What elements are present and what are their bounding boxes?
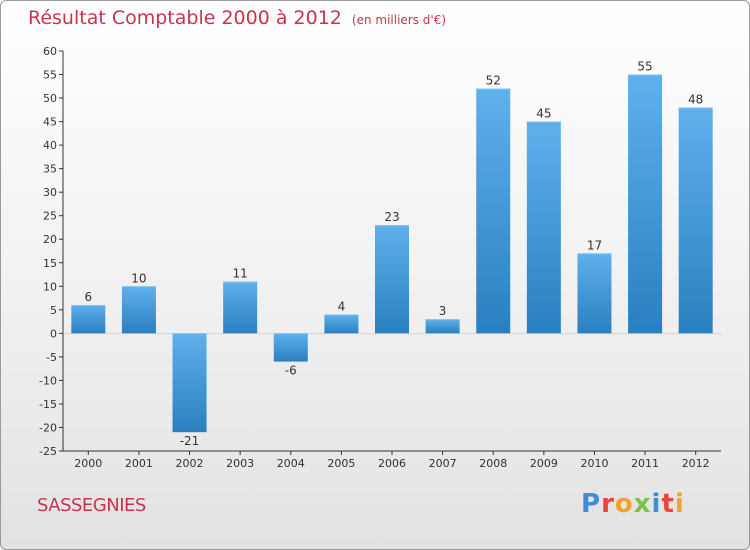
chart-title: Résultat Comptable 2000 à 2012 (en millie… [28, 7, 446, 29]
x-tick-label: 2008 [479, 457, 507, 470]
x-tick-label: 2009 [530, 457, 558, 470]
y-tick-label: 10 [43, 280, 57, 293]
y-tick-label: -10 [39, 374, 57, 387]
data-label-2001: 10 [131, 271, 146, 285]
y-tick-label: 55 [43, 69, 57, 82]
bar-2002 [172, 333, 207, 433]
y-tick-label: -5 [46, 351, 57, 364]
bar-2005 [324, 314, 359, 334]
logo-letter: r [601, 489, 615, 519]
data-label-2006: 23 [384, 210, 399, 224]
y-tick-label: 25 [43, 210, 57, 223]
x-tick-label: 2010 [580, 457, 608, 470]
y-tick-label: 20 [43, 233, 57, 246]
y-tick-label: 45 [43, 116, 57, 129]
bar-2004 [273, 333, 308, 362]
data-label-2004: -6 [285, 364, 297, 378]
y-tick-label: -15 [39, 398, 57, 411]
x-tick-label: 2004 [277, 457, 305, 470]
y-tick-label: -20 [39, 421, 57, 434]
y-tick-label: 35 [43, 163, 57, 176]
y-tick-label: 0 [50, 327, 57, 340]
bar-2000 [71, 305, 106, 334]
y-tick-label: -25 [39, 445, 57, 458]
data-label-2009: 45 [536, 107, 551, 121]
data-label-2011: 55 [637, 60, 652, 74]
bar-2010 [577, 253, 612, 334]
bar-2003 [223, 281, 258, 334]
x-tick-label: 2000 [74, 457, 102, 470]
bar-2008 [476, 88, 511, 334]
unit-label: (en milliers d'€) [351, 13, 447, 27]
data-label-2012: 48 [688, 92, 703, 106]
y-tick-label: 30 [43, 186, 57, 199]
x-tick-label: 2012 [682, 457, 710, 470]
x-tick-label: 2011 [631, 457, 659, 470]
x-tick-label: 2005 [327, 457, 355, 470]
y-tick-label: 15 [43, 257, 57, 270]
bar-2011 [628, 74, 663, 334]
x-tick-label: 2007 [429, 457, 457, 470]
y-tick-label: 50 [43, 92, 57, 105]
bar-2009 [526, 121, 561, 334]
y-tick-label: 5 [50, 304, 57, 317]
logo-letter: x [633, 489, 652, 519]
bar-2007 [425, 319, 460, 334]
logo-letter: t [661, 489, 675, 519]
data-label-2007: 3 [439, 304, 447, 318]
bar-2001 [121, 286, 156, 334]
data-label-2010: 17 [587, 238, 602, 252]
data-label-2000: 6 [84, 290, 92, 304]
data-label-2005: 4 [338, 300, 346, 314]
logo-letter: i [674, 489, 685, 519]
y-tick-label: 60 [43, 45, 57, 58]
logo-letter: i [651, 489, 662, 519]
x-tick-label: 2003 [226, 457, 254, 470]
data-label-2008: 52 [486, 74, 501, 88]
logo-letter: P [581, 489, 602, 519]
place-name: SASSEGNIES [37, 495, 146, 516]
bar-2012 [678, 107, 713, 334]
x-tick-label: 2006 [378, 457, 406, 470]
data-label-2003: 11 [233, 267, 248, 281]
y-tick-label: 40 [43, 139, 57, 152]
title-text: Résultat Comptable 2000 à 2012 [28, 7, 342, 29]
data-label-2002: -21 [180, 434, 200, 448]
x-tick-label: 2002 [176, 457, 204, 470]
x-tick-label: 2001 [125, 457, 153, 470]
proxiti-logo[interactable]: Proxiti [581, 489, 685, 519]
logo-letter: o [614, 489, 634, 519]
bar-2006 [375, 225, 409, 334]
